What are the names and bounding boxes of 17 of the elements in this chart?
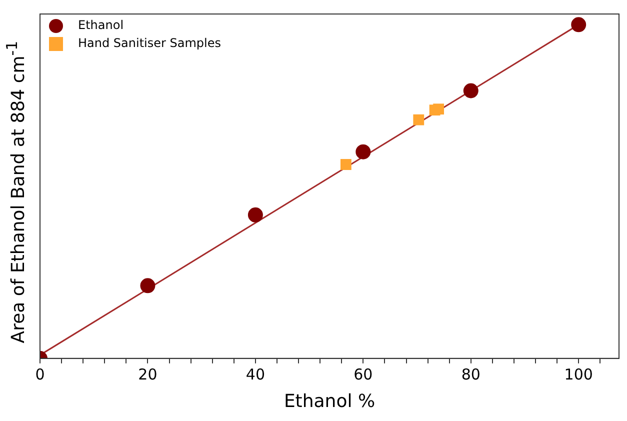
point: [413, 114, 424, 126]
legend-label: Hand Sanitiser Samples: [78, 36, 221, 50]
point: [248, 207, 263, 222]
point: [433, 104, 444, 115]
x-tick-label: 0: [35, 365, 45, 384]
x-tick-label: 100: [564, 365, 593, 384]
x-tick-label: 20: [138, 365, 158, 384]
x-tick-label: 60: [354, 365, 373, 384]
point: [340, 159, 352, 170]
x-axis-title: Ethanol %: [284, 390, 376, 412]
point: [571, 17, 586, 32]
legend-label: Ethanol: [78, 18, 124, 32]
point: [356, 144, 371, 160]
point: [140, 278, 156, 294]
x-tick-label: 80: [461, 365, 480, 384]
point: [463, 83, 478, 98]
x-tick-label: 40: [246, 365, 265, 384]
